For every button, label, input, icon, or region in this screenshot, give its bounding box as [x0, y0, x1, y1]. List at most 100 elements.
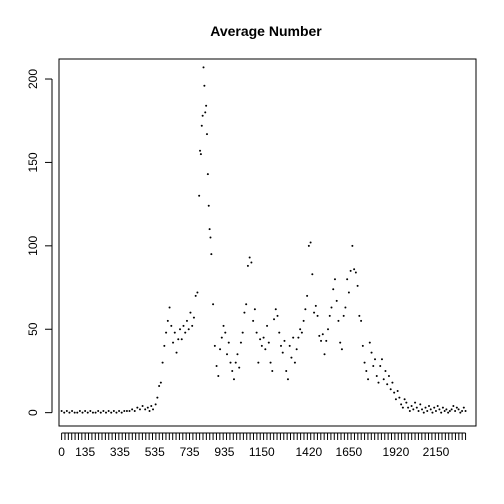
data-point [286, 378, 289, 381]
data-point [112, 409, 115, 412]
chart-title: Average Number [210, 23, 322, 39]
data-point [144, 408, 147, 411]
data-point [358, 314, 361, 317]
data-point [454, 409, 457, 412]
data-point [361, 344, 364, 347]
data-point [253, 308, 256, 311]
data-point [351, 244, 354, 247]
data-point [320, 339, 323, 342]
data-point [201, 114, 204, 117]
data-point [215, 364, 218, 367]
data-point [372, 364, 375, 367]
data-point [213, 344, 216, 347]
data-point [172, 341, 175, 344]
data-point [209, 236, 212, 239]
data-point [187, 328, 190, 331]
data-point [224, 331, 227, 334]
data-point [71, 409, 74, 412]
data-point [89, 409, 92, 412]
data-point [462, 406, 465, 409]
data-point [403, 398, 406, 401]
data-point [133, 409, 136, 412]
data-point [434, 409, 437, 412]
data-point [297, 336, 300, 339]
data-point [455, 406, 458, 409]
data-point [285, 369, 288, 372]
data-point [245, 303, 248, 306]
data-point [427, 404, 430, 407]
data-point [393, 391, 396, 394]
data-point [236, 353, 239, 356]
data-point [210, 253, 213, 256]
data-point [363, 361, 366, 364]
data-point [150, 404, 153, 407]
data-point [365, 369, 368, 372]
data-points [60, 66, 467, 414]
x-tick-label: 1150 [249, 445, 275, 459]
data-point [94, 411, 97, 414]
data-point [200, 124, 203, 127]
data-point [206, 173, 209, 176]
data-point [118, 409, 121, 412]
data-point [445, 408, 448, 411]
data-point [248, 256, 251, 259]
data-point [84, 409, 87, 412]
data-point [323, 353, 326, 356]
data-point [441, 406, 444, 409]
x-axis: 0 135 335 535 735 935 1150 1420 1650 1920 2150 [58, 432, 467, 459]
data-point [217, 374, 220, 377]
data-point [360, 319, 363, 322]
data-point [148, 409, 151, 412]
data-point [295, 348, 298, 351]
data-point [219, 348, 222, 351]
data-point [389, 388, 392, 391]
data-point [115, 411, 118, 414]
y-tick-label: 50 [26, 322, 40, 336]
data-point [191, 324, 194, 327]
data-point [375, 374, 378, 377]
data-point [414, 401, 417, 404]
data-point [433, 406, 436, 409]
data-point [293, 361, 296, 364]
data-point [204, 111, 207, 114]
data-point [161, 361, 164, 364]
data-point [238, 366, 241, 369]
data-point [436, 404, 439, 407]
x-tick-label: 2150 [423, 445, 450, 459]
data-point [384, 369, 387, 372]
data-point [386, 383, 389, 386]
data-point [136, 406, 139, 409]
data-point [260, 344, 263, 347]
data-point [271, 369, 274, 372]
data-point [65, 409, 68, 412]
data-point [199, 149, 202, 152]
data-point [302, 319, 305, 322]
data-point [175, 351, 178, 354]
x-tick-label: 335 [110, 445, 130, 459]
data-point [292, 336, 295, 339]
data-point [180, 338, 183, 341]
data-point [314, 304, 317, 307]
data-point [333, 278, 336, 281]
data-point [123, 409, 126, 412]
data-point [391, 381, 394, 384]
data-point [212, 303, 215, 306]
data-point [415, 406, 418, 409]
data-point [356, 284, 359, 287]
data-point [205, 104, 208, 107]
data-point [257, 361, 260, 364]
data-point [347, 291, 350, 294]
data-point [264, 348, 267, 351]
data-point [208, 228, 211, 231]
data-point [457, 408, 460, 411]
data-point [447, 411, 450, 414]
data-point [102, 409, 105, 412]
data-point [166, 319, 169, 322]
data-point [346, 278, 349, 281]
data-point [73, 411, 76, 414]
data-point [335, 299, 338, 302]
data-point [344, 306, 347, 309]
data-point [424, 406, 427, 409]
data-point [407, 406, 410, 409]
